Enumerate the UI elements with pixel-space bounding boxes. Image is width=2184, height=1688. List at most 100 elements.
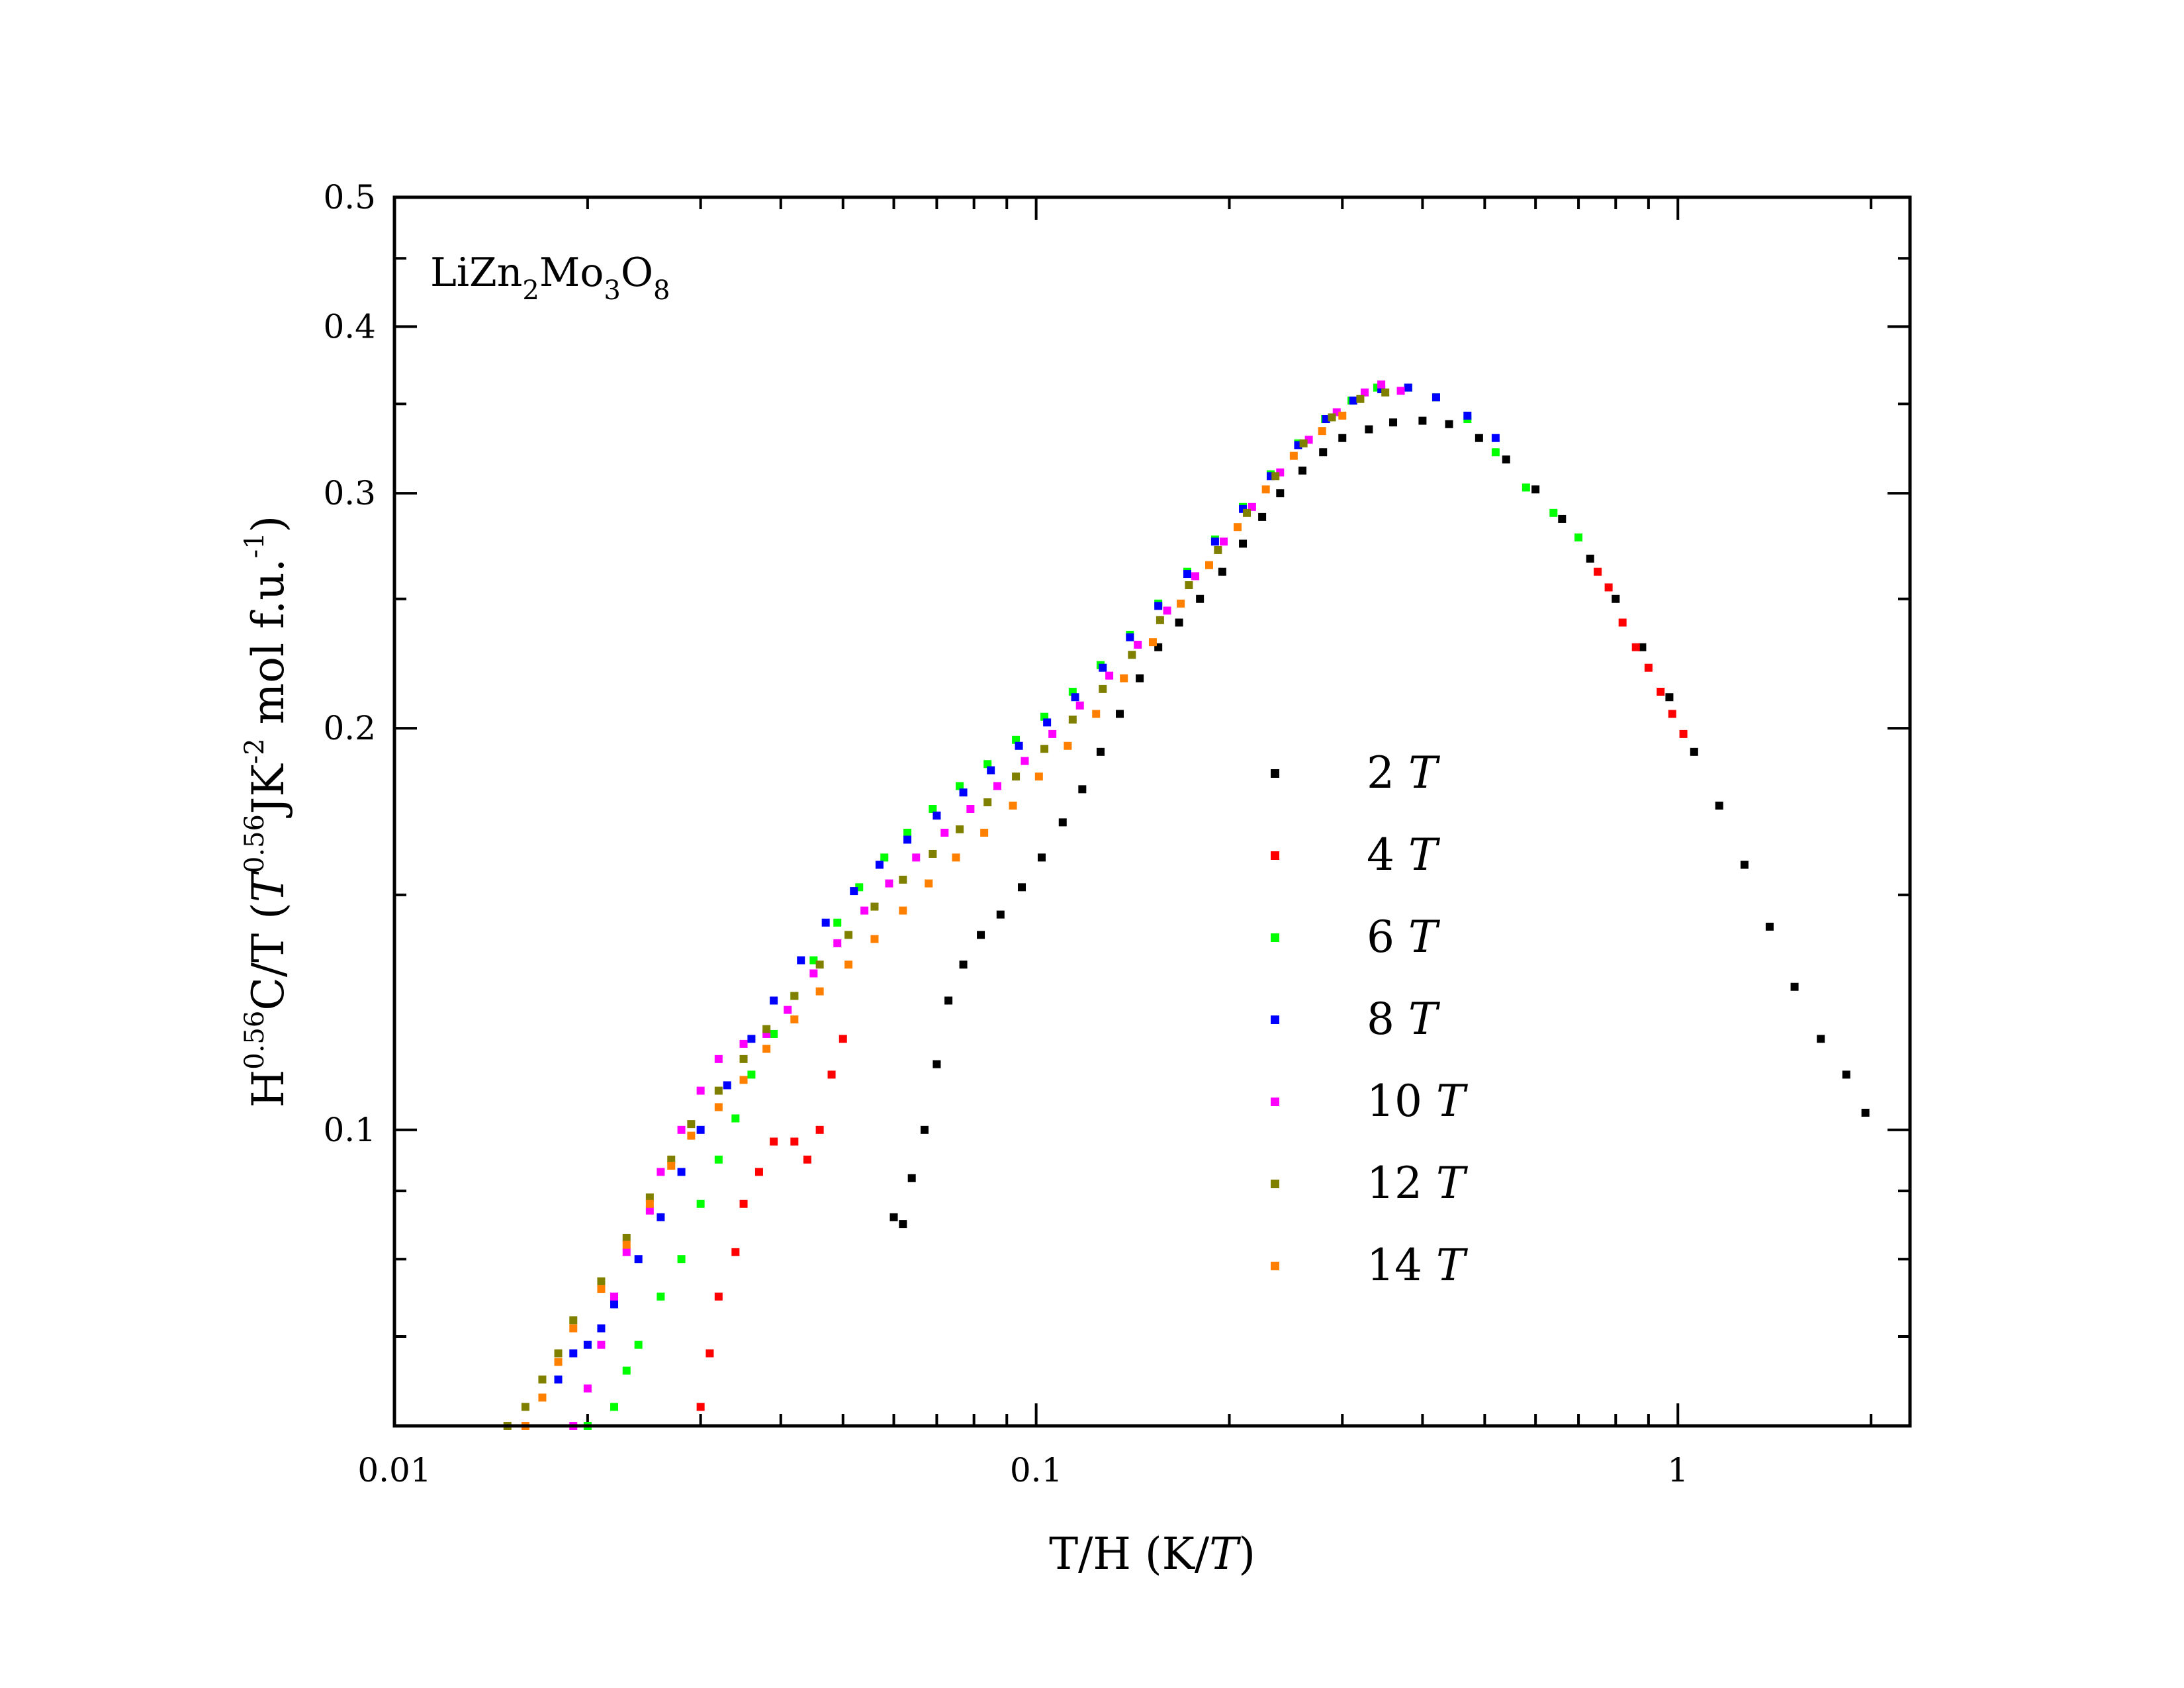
data-point	[634, 1340, 643, 1349]
data-point	[1502, 455, 1510, 464]
data-point	[1289, 451, 1298, 460]
data-point	[815, 1125, 824, 1134]
data-point	[1381, 388, 1390, 397]
data-point	[1064, 741, 1072, 750]
data-point	[1185, 581, 1193, 589]
data-point	[1715, 801, 1723, 810]
data-point	[696, 1199, 705, 1208]
data-point	[797, 956, 805, 964]
data-point	[1092, 710, 1101, 718]
data-point	[1389, 418, 1398, 427]
data-point	[1657, 687, 1665, 696]
data-point	[723, 1081, 731, 1090]
data-point	[1116, 710, 1124, 718]
data-point	[1120, 674, 1128, 682]
legend-label: 14 T	[1367, 1240, 1469, 1291]
data-point	[1220, 538, 1228, 546]
data-point	[1861, 1108, 1870, 1117]
data-point	[521, 1403, 529, 1411]
data-point	[1349, 397, 1357, 405]
data-point	[1463, 411, 1472, 420]
data-point	[790, 992, 799, 1000]
data-point	[538, 1375, 547, 1383]
data-point	[1377, 380, 1386, 389]
data-point	[815, 961, 824, 969]
data-point	[714, 1155, 723, 1164]
data-point	[597, 1285, 606, 1293]
data-point	[1205, 561, 1213, 569]
y-tick-label: 0.5	[323, 178, 376, 216]
series-8-t	[554, 383, 1500, 1383]
data-point	[987, 766, 995, 774]
data-point	[803, 1155, 811, 1164]
data-point	[956, 782, 964, 790]
data-point	[731, 1248, 740, 1256]
data-point	[714, 1086, 723, 1095]
data-point	[1034, 773, 1043, 781]
data-point	[770, 1029, 778, 1038]
data-point	[1396, 387, 1405, 395]
data-point	[1549, 508, 1558, 517]
data-point	[554, 1358, 563, 1366]
data-point	[1491, 448, 1500, 457]
data-point	[980, 828, 989, 837]
data-points	[503, 380, 1870, 1430]
data-point	[1136, 674, 1144, 682]
data-point	[1248, 502, 1256, 511]
data-point	[1099, 684, 1107, 693]
data-point	[569, 1316, 578, 1325]
data-point	[1319, 448, 1328, 457]
data-point	[1156, 616, 1164, 624]
data-point	[747, 1035, 756, 1043]
data-point	[1356, 395, 1365, 403]
data-point	[1558, 514, 1567, 523]
data-point	[1271, 472, 1280, 481]
data-point	[903, 828, 912, 837]
data-point	[762, 1025, 771, 1033]
data-point	[833, 918, 842, 927]
data-point	[645, 1199, 654, 1208]
data-point	[899, 1220, 907, 1229]
data-point	[1522, 483, 1530, 492]
data-point	[821, 918, 830, 927]
data-point	[667, 1155, 676, 1164]
data-point	[1126, 633, 1134, 641]
data-point	[1418, 416, 1427, 425]
data-point	[739, 1055, 748, 1063]
data-point	[993, 782, 1001, 790]
data-point	[1191, 572, 1200, 581]
data-point	[597, 1324, 606, 1333]
data-point	[1817, 1035, 1825, 1043]
data-point	[1058, 818, 1067, 827]
data-point	[929, 804, 937, 813]
data-point	[920, 1125, 929, 1134]
data-point	[1128, 651, 1136, 659]
legend-label: 2 T	[1367, 747, 1441, 798]
data-point	[1338, 411, 1347, 420]
data-point	[889, 1213, 898, 1221]
data-point	[880, 853, 889, 862]
data-point	[657, 1213, 665, 1221]
legend-item: 2 T	[1271, 747, 1441, 798]
data-point	[929, 849, 937, 858]
data-point	[907, 1174, 916, 1182]
data-point	[1243, 508, 1251, 517]
data-point	[1105, 671, 1114, 680]
data-point	[1298, 466, 1306, 475]
data-point	[554, 1375, 563, 1383]
data-point	[1261, 485, 1270, 494]
data-point	[844, 961, 853, 969]
data-point	[1404, 383, 1412, 392]
data-point	[1574, 533, 1583, 541]
tick-labels: 0.01 0.1 1 0.1 0.2 0.3 0.4 0.5	[323, 178, 1688, 1489]
data-point	[1233, 523, 1242, 532]
data-point	[956, 825, 964, 833]
data-point	[996, 910, 1005, 919]
data-point	[657, 1168, 665, 1176]
data-point	[1099, 663, 1107, 672]
data-point	[977, 931, 985, 939]
data-point	[839, 1035, 847, 1043]
data-point	[933, 812, 941, 820]
data-point	[762, 1045, 771, 1053]
